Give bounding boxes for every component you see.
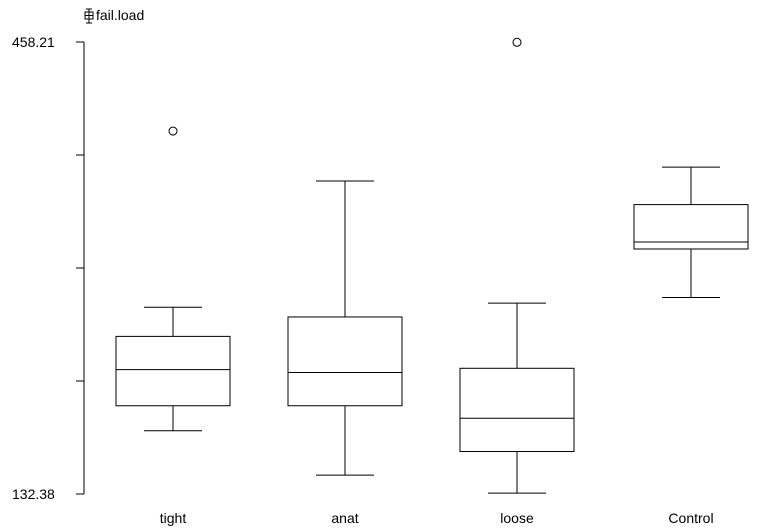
category-labels: tight anat loose Control [160, 510, 714, 526]
iqr-box [459, 367, 575, 453]
iqr-box [287, 316, 403, 407]
iqr-box [633, 204, 749, 250]
category-label-control: Control [668, 510, 713, 526]
iqr-box [115, 335, 231, 407]
boxes-layer [115, 37, 749, 494]
y-axis: 458.21 132.38 [12, 34, 85, 502]
box-tight [115, 126, 231, 432]
category-label-tight: tight [160, 510, 187, 526]
outlier-point [168, 126, 178, 136]
category-label-loose: loose [500, 510, 534, 526]
y-tick-label-max: 458.21 [12, 34, 55, 50]
boxplot-icon [84, 8, 94, 24]
variable-label: fail.load [96, 7, 144, 23]
category-label-anat: anat [331, 510, 358, 526]
y-tick-label-min: 132.38 [12, 486, 55, 502]
box-loose [459, 37, 575, 494]
box-control [633, 166, 749, 299]
outlier-point [512, 37, 522, 47]
box-anat [287, 180, 403, 476]
variable-header: fail.load [84, 7, 144, 24]
